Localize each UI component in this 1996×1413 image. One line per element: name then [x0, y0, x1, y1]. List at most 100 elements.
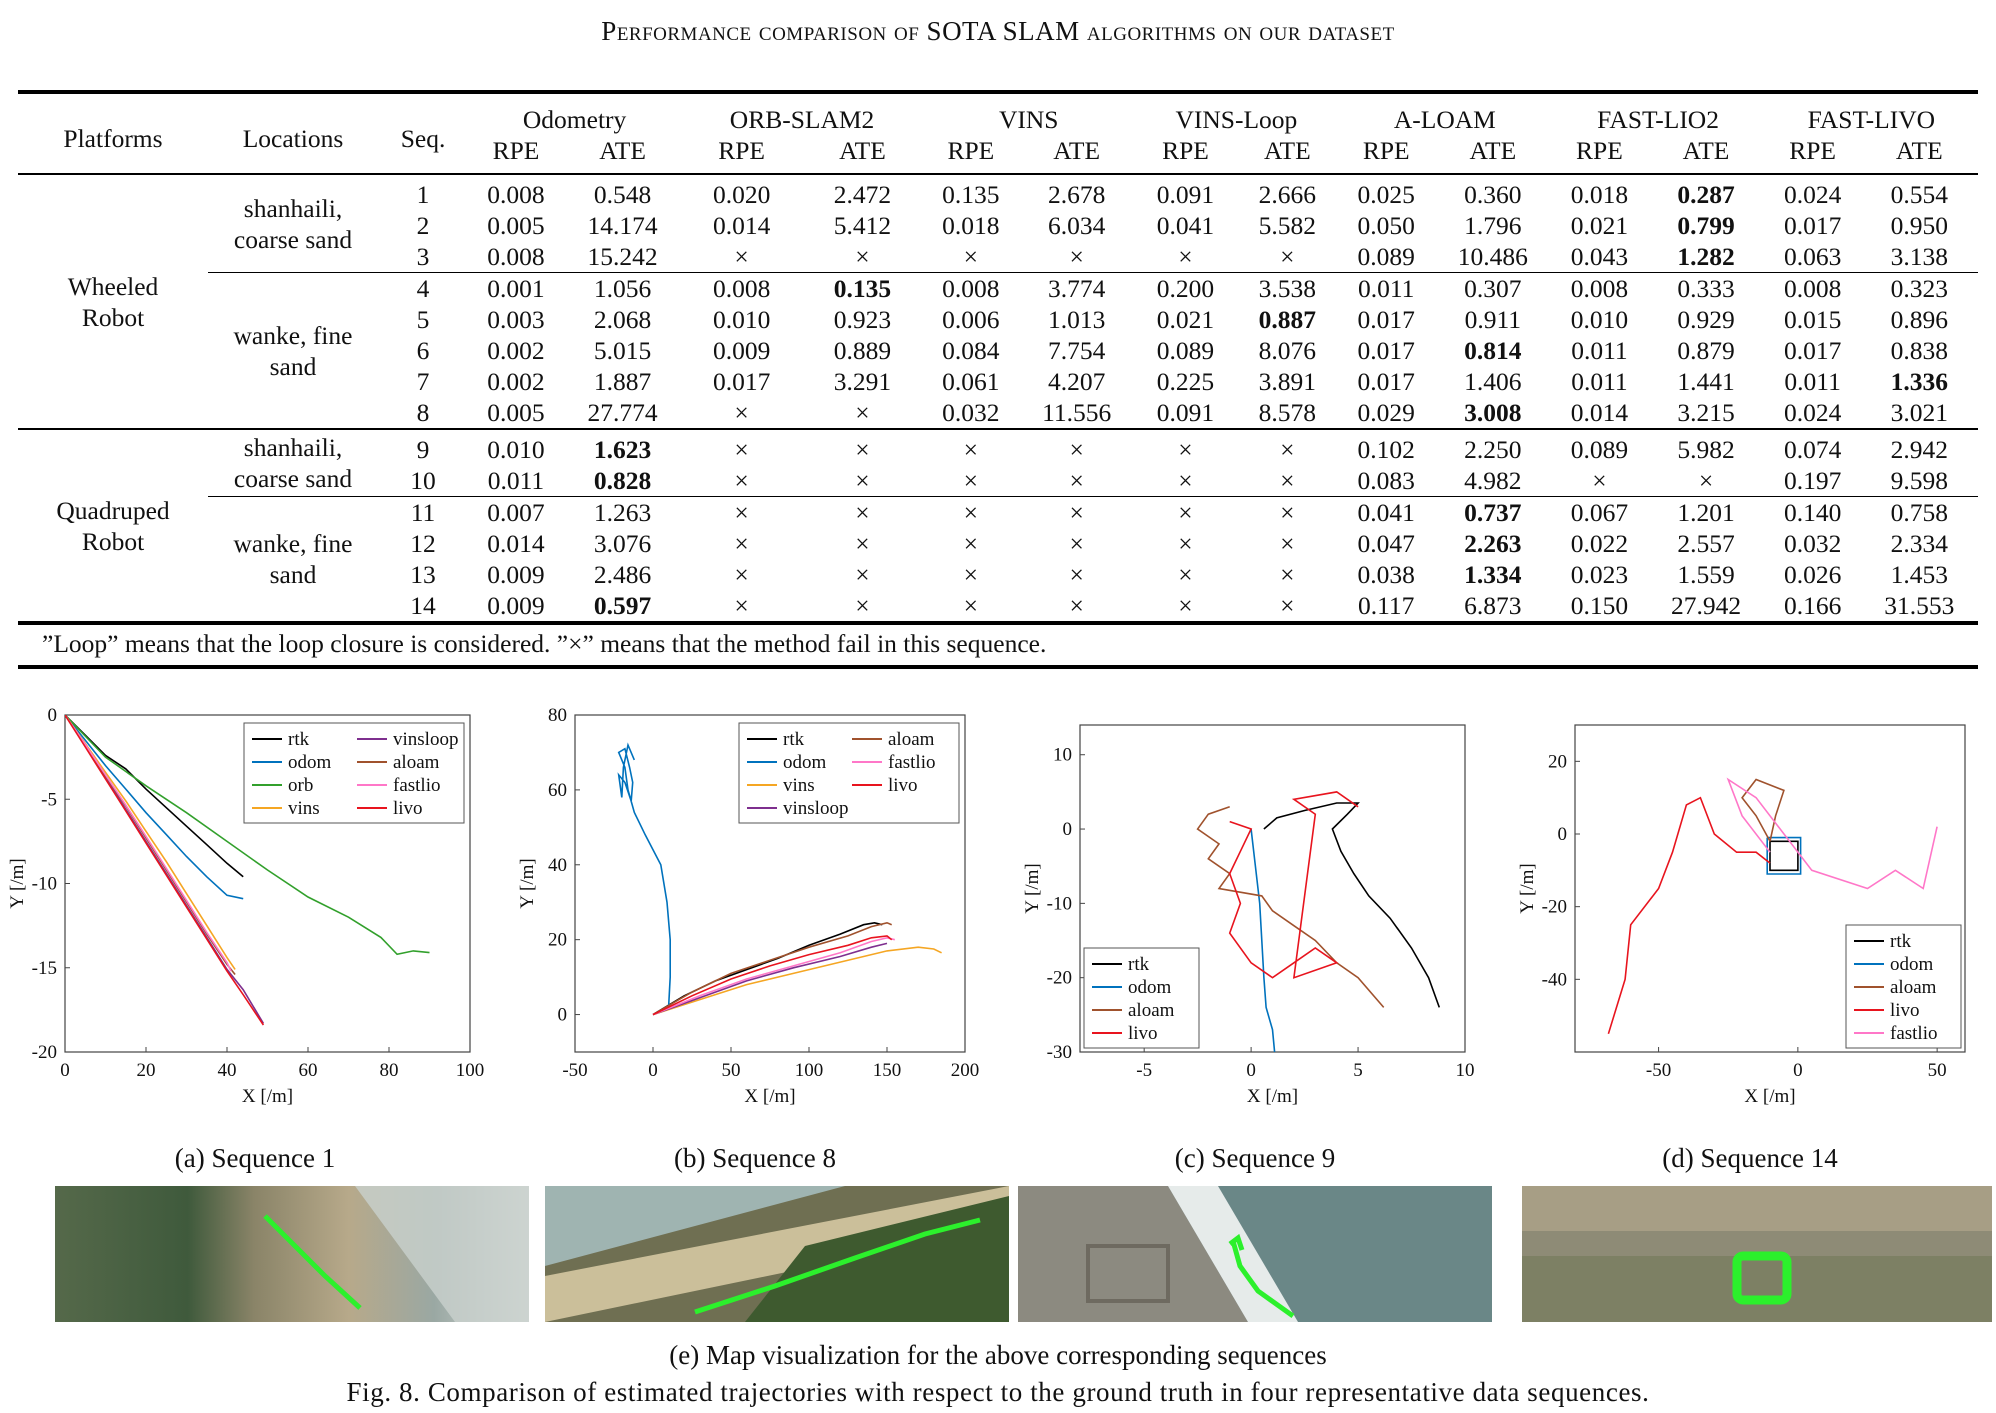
series-line-fastlio	[65, 715, 232, 972]
ate-cell: 0.838	[1890, 336, 1948, 365]
legend-label: livo	[1890, 1000, 1920, 1021]
rpe-cell: 0.041	[1156, 211, 1215, 240]
ate-cell: 3.021	[1890, 398, 1948, 427]
y-tick-label: -40	[1542, 969, 1567, 990]
series-line-rtk	[1263, 802, 1441, 1008]
ate-cell: 1.441	[1677, 367, 1735, 396]
legend-label: fastlio	[1890, 1023, 1938, 1044]
platform-cell: Wheeled Robot	[18, 173, 208, 429]
y-tick-label: -10	[1047, 893, 1072, 914]
plot-sequence-9: -5 0 5 10 10 0 -10 -20 -30 X [/m] Y [/m] rtk odom alo…	[1005, 705, 1485, 1130]
rpe-cell: ×	[681, 496, 803, 528]
ate-cell: 1.406	[1464, 367, 1522, 396]
legend-label: aloam	[393, 752, 440, 773]
rpe-cell: 0.014	[712, 211, 771, 240]
rpe-cell: 0.038	[1357, 560, 1415, 589]
ate-cell: ×	[1069, 529, 1084, 558]
ate-cell: 3.215	[1677, 398, 1735, 427]
table-row: 13 0.009 2.486 × × × × × × 0.038 1.334 0.023 1.559 0.…	[18, 559, 1978, 590]
rpe-cell: ×	[734, 398, 749, 427]
location-cell: shanhaili, coarse sand	[208, 173, 378, 273]
rpe-cell: ×	[1134, 496, 1237, 528]
ate-cell: 0.950	[1890, 211, 1948, 240]
rpe-cell: 0.017	[1357, 305, 1415, 334]
rpe-cell: ×	[734, 466, 749, 495]
rpe-cell: ×	[734, 242, 749, 271]
seq-cell: 6	[416, 336, 430, 365]
header-method: FAST-LIVO	[1764, 90, 1978, 135]
ate-cell: 1.559	[1677, 560, 1735, 589]
ate-cell: 0.879	[1677, 336, 1735, 365]
x-tick-label: -50	[562, 1060, 587, 1081]
ate-cell: ×	[1280, 466, 1295, 495]
header-rpe: RPE	[1134, 135, 1237, 175]
ate-cell: 0.323	[1860, 272, 1978, 304]
rpe-cell: 0.032	[942, 398, 1000, 427]
ate-cell: 11.556	[1042, 398, 1112, 427]
ate-cell: 0.758	[1860, 496, 1978, 528]
rpe-cell: 0.023	[1570, 560, 1629, 589]
ate-cell: ×	[802, 428, 923, 465]
ate-cell: 2.486	[593, 560, 652, 589]
seq-cell: 10	[410, 466, 436, 495]
series-line-aloam	[652, 921, 892, 1016]
ate-cell: 3.891	[1258, 367, 1316, 396]
ate-cell: 0.911	[1464, 305, 1522, 334]
header-method: VINS	[922, 90, 1135, 135]
seq-cell: 3	[416, 242, 430, 271]
rpe-cell: ×	[1178, 466, 1193, 495]
rpe-cell: 0.002	[487, 367, 545, 396]
y-tick-label: 0	[1558, 824, 1568, 845]
subcaption-d: (d) Sequence 14	[1662, 1143, 1838, 1173]
ate-cell: 2.250	[1434, 428, 1552, 465]
rpe-cell: 0.166	[1783, 591, 1842, 620]
ate-cell: 0.737	[1434, 496, 1552, 528]
rpe-cell: 0.010	[1570, 305, 1629, 334]
header-ate: ATE	[1434, 135, 1552, 175]
trajectory-plot-svg: -50 0 50 20 0 -20 -40 X [/m] Y [/m] rtkodomaloaml…	[1517, 724, 1966, 1107]
header-method: ORB-SLAM2	[681, 90, 923, 135]
rpe-cell: 0.140	[1764, 496, 1861, 528]
x-tick-label: 40	[218, 1060, 237, 1081]
rpe-cell: ×	[963, 242, 979, 271]
legend-label: odom	[783, 752, 827, 773]
ate-cell: ×	[1280, 560, 1295, 589]
ate-cell: 0.360	[1434, 173, 1552, 210]
header-rpe: RPE	[1551, 135, 1648, 175]
ate-cell: ×	[855, 591, 870, 620]
rpe-cell: 0.008	[1764, 272, 1861, 304]
legend-label: livo	[393, 798, 423, 819]
ate-cell: 2.334	[1890, 529, 1948, 558]
ate-cell: ×	[855, 242, 870, 271]
ate-cell: 8.578	[1258, 398, 1316, 427]
ate-cell: ×	[1236, 496, 1339, 528]
rpe-cell: 0.024	[1783, 398, 1842, 427]
rpe-cell: ×	[1178, 560, 1193, 589]
y-tick-label: -20	[1047, 968, 1072, 989]
rpe-cell: ×	[922, 428, 1019, 465]
rpe-cell: 0.008	[487, 242, 545, 271]
seq-cell: 2	[416, 211, 430, 240]
rpe-cell: 0.061	[942, 367, 1000, 396]
ate-cell: 27.774	[587, 398, 658, 427]
x-tick-label: 100	[795, 1060, 824, 1081]
ate-cell: 3.008	[1464, 398, 1522, 427]
rpe-cell: 0.043	[1570, 242, 1629, 271]
table-row: Wheeled Robot shanhaili, coarse sand 1 0.00…	[18, 173, 1978, 429]
ate-cell: ×	[1236, 428, 1339, 465]
ate-cell: ×	[1018, 428, 1135, 465]
header-seq: Seq.	[378, 90, 468, 174]
rpe-cell: ×	[963, 529, 979, 558]
series-line-livo	[1228, 791, 1359, 979]
subcaption-b: (b) Sequence 8	[674, 1143, 836, 1173]
ate-cell: 5.015	[593, 336, 652, 365]
legend-label: aloam	[888, 729, 935, 750]
ate-cell: 0.828	[593, 466, 652, 495]
x-tick-label: -5	[1136, 1060, 1152, 1081]
ate-cell: 2.068	[593, 305, 652, 334]
ate-cell: ×	[1069, 591, 1084, 620]
ate-cell: 1.201	[1647, 496, 1765, 528]
satellite-map-sequence-9	[1018, 1186, 1492, 1322]
ate-cell: 5.982	[1647, 428, 1765, 465]
